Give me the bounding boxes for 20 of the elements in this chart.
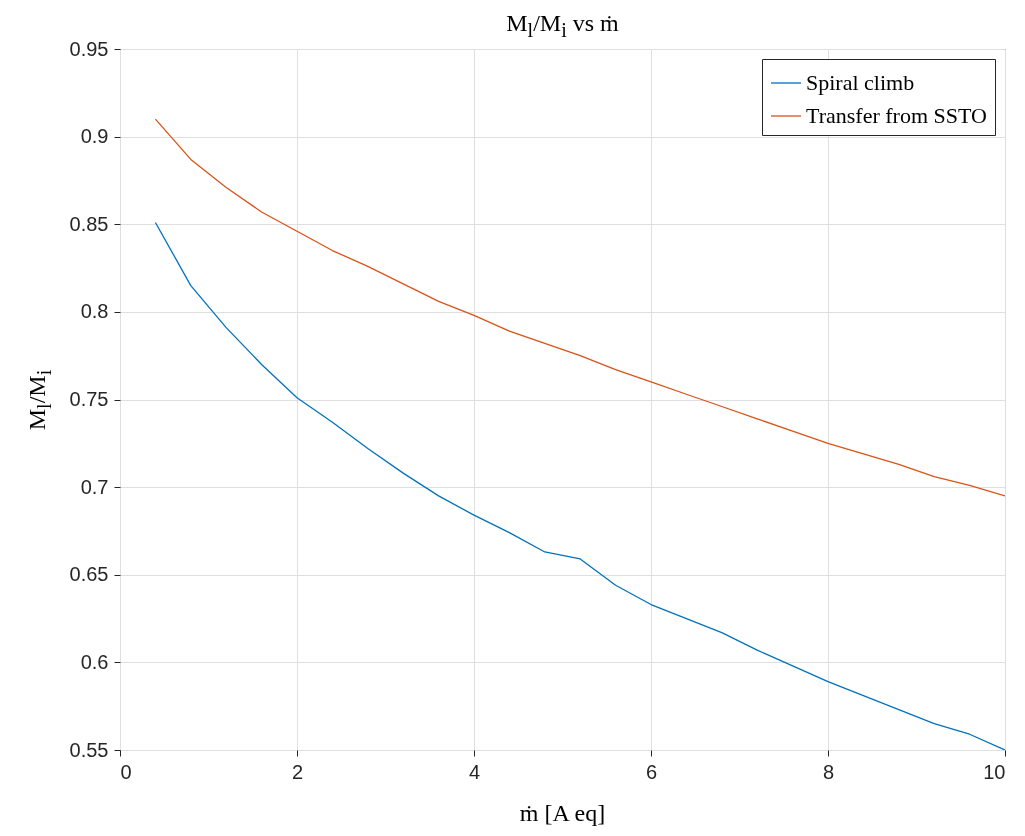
y-tick-label: 0.65	[69, 563, 109, 586]
y-tick-label: 0.55	[69, 738, 109, 761]
x-tick-label: 6	[645, 760, 658, 783]
y-tick-label: 0.7	[80, 475, 109, 498]
x-tick-label: 10	[983, 760, 1006, 783]
y-tick-label: 0.8	[80, 300, 109, 323]
y-tick-label: 0.95	[69, 37, 109, 60]
y-tick-label: 0.75	[69, 388, 109, 410]
x-tick-label: 8	[822, 760, 835, 783]
x-tick-label: 0	[120, 760, 132, 783]
y-tick-label: 0.6	[80, 650, 109, 673]
legend-label: Transfer from SSTO	[806, 103, 987, 128]
y-tick-label: 0.85	[69, 212, 109, 235]
chart-title: M$_{l}$/M$_{i}$ vs ṁ	[505, 10, 620, 42]
y-tick-label: 0.9	[80, 125, 109, 148]
x-tick-label: 4	[468, 760, 481, 783]
x-axis-title: ṁ [A eq]	[518, 800, 607, 827]
legend-label: Spiral climb	[806, 70, 915, 95]
x-tick-label: 2	[291, 760, 304, 783]
line-series	[154, 221, 1005, 750]
